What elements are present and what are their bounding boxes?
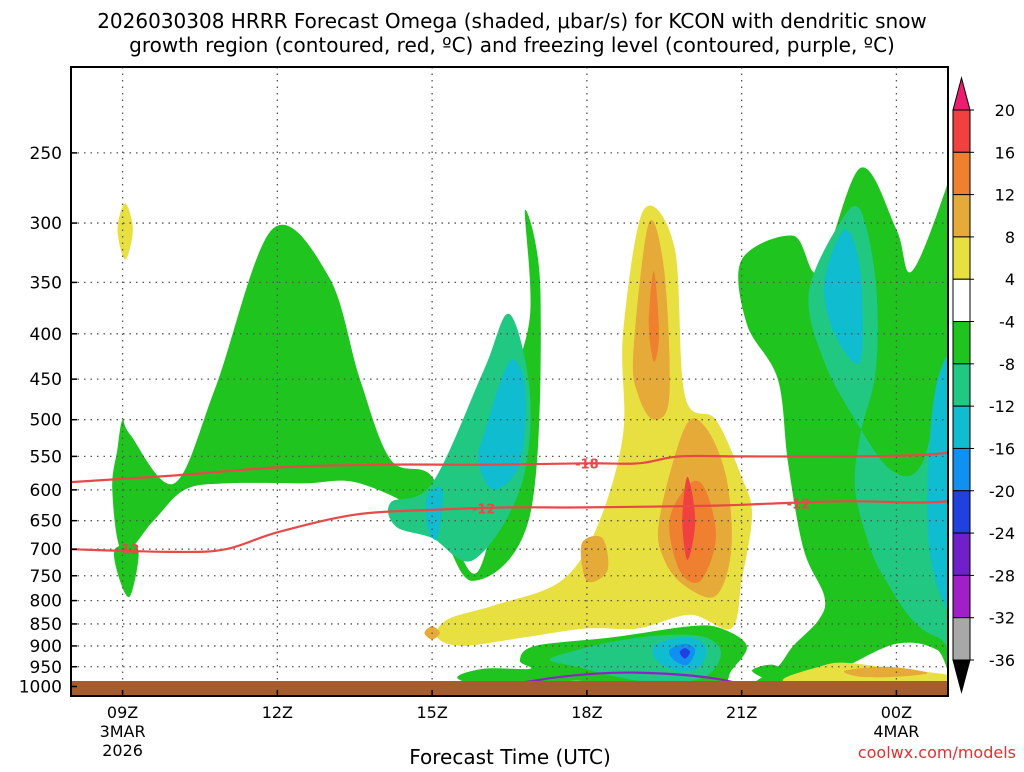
- colorbar-label-8: -16: [989, 439, 1015, 458]
- contour-label-2: -12: [787, 498, 811, 513]
- y-tick-label-950: 950: [30, 658, 62, 678]
- x-tick-label-21Z: 21Z: [726, 703, 757, 722]
- x-axis-title: Forecast Time (UTC): [409, 745, 611, 768]
- credit-link[interactable]: coolwx.com/models: [858, 743, 1016, 762]
- colorbar-label-7: -12: [989, 397, 1015, 416]
- contour-label-3: -12: [116, 543, 140, 558]
- x-tick-label-15Z: 15Z: [416, 703, 447, 722]
- x-tick-label-00Z: 00Z: [881, 703, 912, 722]
- omega-region-red-core: [682, 476, 696, 560]
- y-axis: 2503003504004505005506006507007508008509…: [19, 144, 77, 697]
- contour-dgz-minus-18: [71, 451, 948, 484]
- colorbar-label-12: -32: [989, 609, 1015, 628]
- x-tick-label-18Z: 18Z: [571, 703, 602, 722]
- colorbar-top-triangle: [952, 76, 971, 111]
- colorbar-cell-5: [952, 321, 971, 365]
- x-tick-date-09Z: 3MAR: [100, 722, 146, 741]
- y-tick-label-650: 650: [30, 512, 62, 532]
- colorbar-cell-6: [952, 363, 971, 407]
- colorbar-cell-3: [952, 236, 971, 280]
- y-tick-label-450: 450: [30, 370, 62, 390]
- ground-surface: [71, 681, 948, 696]
- grid-layer: [71, 67, 948, 696]
- y-tick-label-850: 850: [30, 615, 62, 635]
- contour-dgz-minus-12: [71, 500, 948, 554]
- omega-region-teal-west: [387, 313, 531, 562]
- omega-region-cyan-small-west: [425, 487, 443, 540]
- colorbar-cell-1: [952, 151, 971, 196]
- colorbar-cell-8: [952, 447, 971, 492]
- omega-region-cyan-east-2: [927, 353, 948, 613]
- y-tick-label-800: 800: [30, 592, 62, 612]
- colorbar-label-10: -24: [989, 524, 1015, 543]
- colorbar-cell-7: [952, 405, 971, 449]
- omega-region-yellow-small: [117, 203, 133, 260]
- y-tick-label-500: 500: [30, 411, 62, 431]
- chart-title-line1: 2026030308 HRRR Forecast Omega (shaded, …: [97, 9, 927, 33]
- colorbar-label-4: 4: [1005, 270, 1015, 289]
- y-tick-label-400: 400: [30, 325, 62, 345]
- colorbar-label-1: 16: [995, 143, 1015, 162]
- colorbar-cell-4: [952, 278, 971, 323]
- colorbar-cell-10: [952, 532, 971, 576]
- y-tick-label-300: 300: [30, 214, 62, 234]
- omega-region-green-yellow-tail: [113, 544, 139, 598]
- colorbar-label-9: -20: [989, 482, 1015, 501]
- colorbar-cell-2: [952, 194, 971, 238]
- omega-region-deepblue-low: [679, 648, 691, 659]
- contour-label-0: -18: [575, 457, 599, 472]
- colorbar-cell-9: [952, 490, 971, 534]
- contour-label-1: -12: [472, 503, 496, 518]
- colorbar-label-13: -36: [989, 651, 1015, 670]
- colorbar-cell-0: [952, 109, 971, 153]
- x-tick-year-09Z: 2026: [102, 741, 143, 760]
- omega-region-orange-upper: [648, 271, 660, 362]
- x-tick-date-00Z: 4MAR: [873, 722, 919, 741]
- colorbar: 20 16 12 8 4 -4 -8 -12 -16 -20 -24 -28 -32 -36: [952, 76, 1015, 694]
- omega-region-cyan-west: [477, 359, 526, 490]
- colorbar-label-5: -4: [999, 313, 1015, 332]
- y-tick-label-600: 600: [30, 481, 62, 501]
- y-tick-label-900: 900: [30, 637, 62, 657]
- omega-region-green-small-low: [752, 664, 789, 681]
- y-tick-label-750: 750: [30, 567, 62, 587]
- colorbar-bottom-triangle: [952, 659, 971, 694]
- chart-title-line2: growth region (contoured, red, ºC) and f…: [129, 33, 895, 57]
- colorbar-cell-11: [952, 574, 971, 619]
- colorbar-cell-12: [952, 617, 971, 661]
- colorbar-label-2: 12: [995, 186, 1015, 205]
- y-tick-label-550: 550: [30, 447, 62, 467]
- omega-region-gold-west: [580, 535, 609, 583]
- y-tick-label-250: 250: [30, 144, 62, 164]
- plot-frame: [70, 66, 949, 697]
- y-tick-label-350: 350: [30, 273, 62, 293]
- colorbar-label-3: 8: [1005, 228, 1015, 247]
- y-tick-label-700: 700: [30, 540, 62, 560]
- colorbar-label-0: 20: [995, 101, 1015, 120]
- x-tick-label-09Z: 09Z: [107, 703, 138, 722]
- colorbar-label-6: -8: [999, 355, 1015, 374]
- x-tick-label-12Z: 12Z: [262, 703, 293, 722]
- colorbar-label-11: -28: [989, 566, 1015, 585]
- shaded-omega-layer: [112, 167, 948, 693]
- y-tick-label-1000: 1000: [19, 677, 62, 697]
- omega-region-cyan-east: [823, 229, 863, 365]
- omega-region-gold-east-low: [843, 666, 928, 678]
